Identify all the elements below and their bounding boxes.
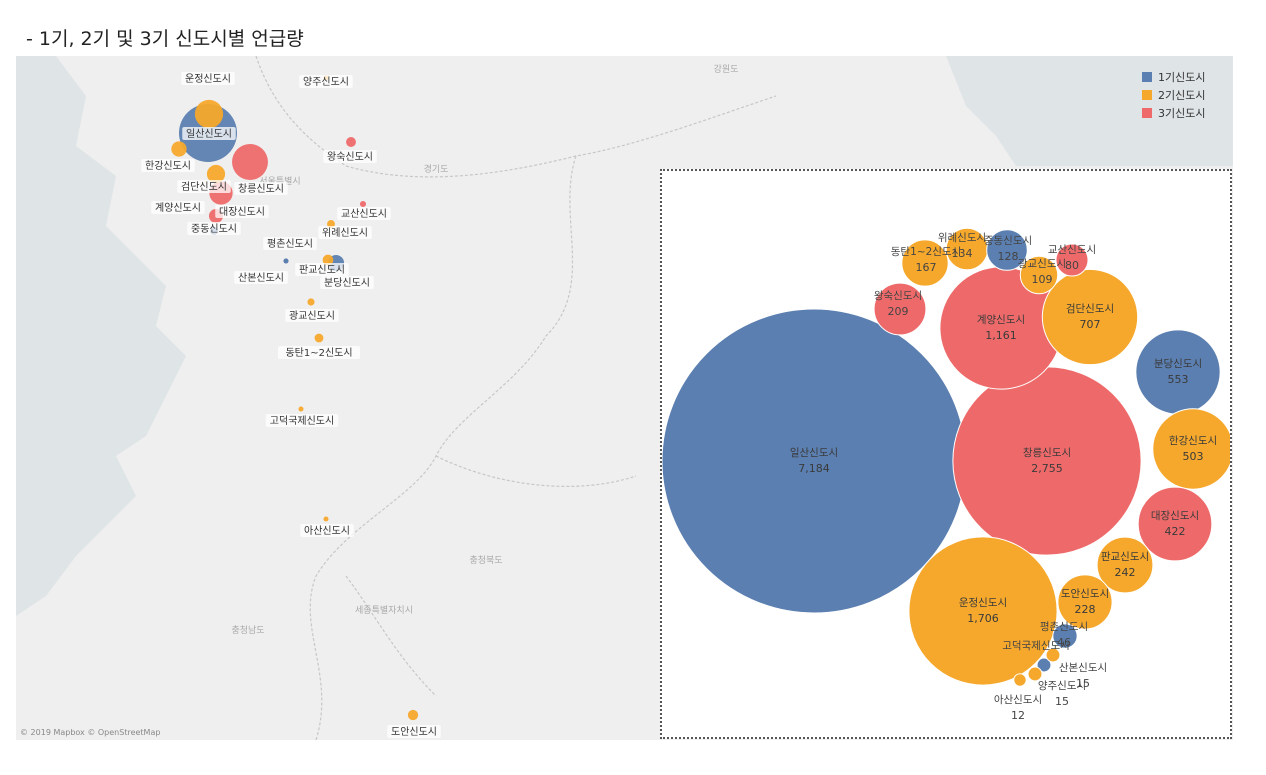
map-label: 판교신도시 — [299, 264, 345, 276]
bubble[interactable] — [1136, 330, 1220, 414]
bubble-name-label: 운정신도시 — [959, 597, 1007, 609]
map-marker[interactable] — [346, 137, 356, 147]
bubble-name-label: 교산신도시 — [1048, 244, 1096, 256]
bubble-name-label: 대장신도시 — [1151, 510, 1199, 522]
bubble-value-label: 134 — [952, 247, 973, 260]
packed-bubble-chart[interactable]: 일산신도시 7,184 창릉신도시 2,755 운정신도시 1,706 계양신도시 1,161… — [662, 171, 1230, 737]
bubble-value-label: 167 — [916, 261, 937, 274]
map-label: 분당신도시 — [324, 277, 370, 289]
map-label: 위례신도시 — [322, 226, 368, 239]
bubble[interactable] — [909, 537, 1057, 685]
map-marker[interactable] — [307, 298, 314, 305]
bubble-value-label: 2,755 — [1031, 462, 1063, 475]
map-marker[interactable] — [324, 517, 329, 522]
map-label: 대장신도시 — [219, 206, 265, 218]
map-label: 아산신도시 — [304, 525, 350, 537]
page-title: - 1기, 2기 및 3기 신도시별 언급량 — [26, 24, 304, 51]
bubble-name-label: 왕숙신도시 — [874, 290, 922, 302]
legend-item-gen3[interactable]: 3기신도시 — [1142, 104, 1205, 122]
bubble-value-label: 1,161 — [985, 329, 1017, 342]
bubble-value-label: 707 — [1080, 318, 1101, 331]
bubble-value-label: 109 — [1032, 273, 1053, 286]
bubble[interactable] — [1138, 487, 1212, 561]
legend: 1기신도시 2기신도시 3기신도시 — [1142, 68, 1205, 122]
map-label: 교산신도시 — [341, 208, 387, 220]
map-label: 왕숙신도시 — [327, 151, 373, 163]
legend-swatch-gen3 — [1142, 108, 1152, 118]
map-label: 동탄1~2신도시 — [285, 347, 352, 359]
map-marker[interactable] — [171, 141, 186, 156]
map-label: 일산신도시 — [186, 128, 232, 140]
bubble-name-label: 판교신도시 — [1101, 551, 1149, 563]
map-region-label: 충청남도 — [231, 625, 264, 636]
bubble-value-label: 503 — [1183, 450, 1204, 463]
bubble-value-label: 228 — [1075, 603, 1096, 616]
map-region-label: 강원도 — [714, 64, 739, 75]
bubble-value-label: 209 — [888, 305, 909, 318]
packed-bubble-panel[interactable]: 일산신도시 7,184 창릉신도시 2,755 운정신도시 1,706 계양신도시 1,161… — [660, 169, 1232, 739]
bubble-value-label: 553 — [1168, 373, 1189, 386]
bubble-name-label: 산본신도시 — [1059, 662, 1107, 674]
bubble-name-label: 일산신도시 — [790, 446, 838, 459]
bubble-name-label: 도안신도시 — [1061, 588, 1109, 600]
bubble[interactable] — [662, 309, 966, 613]
legend-item-gen1[interactable]: 1기신도시 — [1142, 68, 1205, 86]
bubble-value-label: 80 — [1065, 259, 1079, 272]
legend-swatch-gen2 — [1142, 90, 1152, 100]
map-marker[interactable] — [284, 259, 289, 264]
bubble-name-label: 중동신도시 — [984, 235, 1032, 247]
map-label: 중동신도시 — [191, 223, 237, 235]
legend-label-gen1: 1기신도시 — [1158, 69, 1205, 85]
map-label: 창릉신도시 — [238, 183, 284, 195]
map-attribution[interactable]: © 2019 Mapbox © OpenStreetMap — [20, 728, 160, 737]
map-label: 광교신도시 — [289, 310, 335, 322]
bubble-name-label: 평촌신도시 — [1040, 621, 1088, 633]
map-label: 고덕국제신도시 — [270, 415, 334, 427]
legend-swatch-gen1 — [1142, 72, 1152, 82]
bubble[interactable] — [1028, 667, 1042, 681]
bubble-name-label: 양주신도시 — [1038, 680, 1086, 692]
bubble[interactable] — [1153, 409, 1230, 489]
map-marker[interactable] — [408, 710, 418, 720]
legend-label-gen3: 3기신도시 — [1158, 105, 1205, 121]
map-label: 운정신도시 — [185, 73, 231, 85]
bubble-name-label: 한강신도시 — [1169, 435, 1217, 447]
legend-label-gen2: 2기신도시 — [1158, 87, 1205, 103]
bubble-value-label: 12 — [1011, 709, 1025, 722]
map-label: 계양신도시 — [155, 202, 201, 214]
bubble[interactable] — [1042, 269, 1137, 364]
map-marker[interactable] — [315, 334, 324, 343]
bubble-name-label: 고덕국제신도시 — [1002, 640, 1070, 652]
map-label: 양주신도시 — [303, 76, 349, 88]
map-label: 검단신도시 — [181, 181, 227, 193]
bubble-name-label: 계양신도시 — [977, 314, 1025, 326]
map-label: 평촌신도시 — [267, 238, 313, 250]
bubble-name-label: 창릉신도시 — [1023, 447, 1071, 459]
bubble-value-label: 1,706 — [967, 612, 999, 625]
bubble[interactable] — [953, 367, 1141, 555]
map-marker[interactable] — [195, 100, 223, 128]
bubble-value-label: 128 — [998, 250, 1019, 263]
bubble-name-label: 분당신도시 — [1154, 358, 1202, 370]
bubble-name-label: 검단신도시 — [1066, 303, 1114, 315]
bubble-value-label: 242 — [1115, 566, 1136, 579]
bubble-name-label: 아산신도시 — [994, 694, 1042, 706]
bubble-value-label: 15 — [1055, 695, 1069, 708]
bubble-value-label: 7,184 — [798, 462, 830, 475]
map-marker[interactable] — [299, 407, 304, 412]
map-marker[interactable] — [360, 201, 366, 207]
map-label: 한강신도시 — [145, 160, 191, 172]
map-marker[interactable] — [232, 144, 268, 180]
legend-item-gen2[interactable]: 2기신도시 — [1142, 86, 1205, 104]
bubble-value-label: 422 — [1165, 525, 1186, 538]
map-region-label: 세종특별자치시 — [355, 604, 413, 616]
map-label: 산본신도시 — [238, 272, 284, 284]
map-region-label: 경기도 — [424, 163, 449, 175]
bubble-name-label: 광교신도시 — [1018, 258, 1066, 270]
bubble[interactable] — [1014, 674, 1026, 686]
map-label: 도안신도시 — [391, 726, 437, 738]
bubble-name-label: 위례신도시 — [938, 231, 986, 244]
map-region-label: 충청북도 — [469, 555, 502, 566]
